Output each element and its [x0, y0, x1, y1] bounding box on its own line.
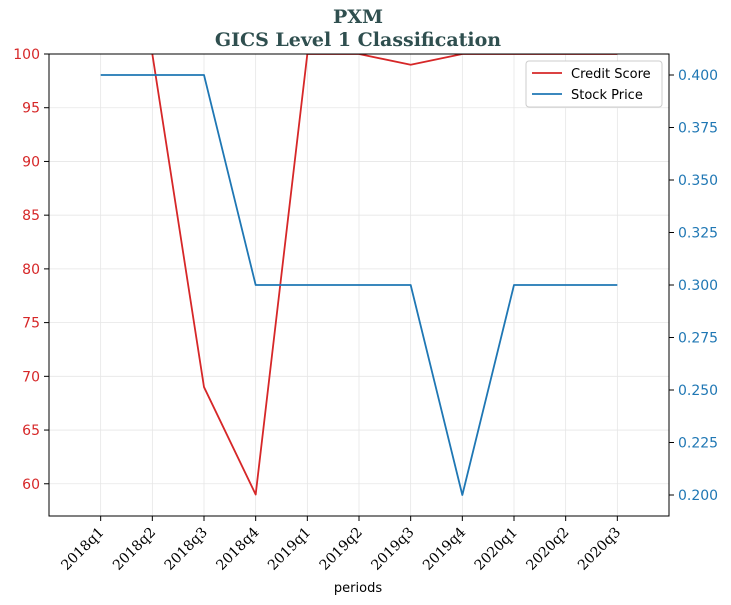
x-tick-label: 2018q3	[162, 525, 211, 574]
y-right-tick-label: 0.400	[678, 68, 718, 84]
x-tick-label: 2020q3	[575, 525, 624, 574]
y-left-tick-label: 75	[22, 316, 40, 332]
y-left-tick-label: 85	[22, 208, 40, 224]
y-right-tick-label: 0.250	[678, 383, 718, 399]
y-left-tick-label: 70	[22, 369, 40, 385]
x-tick-label: 2018q1	[58, 525, 107, 574]
x-tick-label: 2019q2	[317, 525, 366, 574]
x-tick-label: 2020q1	[472, 525, 521, 574]
series-line-credit-score	[150, 54, 618, 496]
y-right-tick-label: 0.275	[678, 331, 718, 347]
x-tick-label: 2020q2	[523, 525, 572, 574]
chart-subtitle: GICS Level 1 Classification	[215, 29, 501, 51]
y-left-tick-label: 90	[22, 154, 40, 170]
x-tick-label: 2019q4	[420, 524, 469, 573]
x-tick-label: 2019q1	[265, 525, 314, 574]
x-axis-label: periods	[334, 581, 382, 596]
y-right-tick-label: 0.225	[678, 436, 718, 452]
ticks: 2018q1 2018q2 2018q3 2018q4 2019q1 2019q2 2019…	[13, 47, 718, 574]
y-right-tick-label: 0.300	[678, 278, 718, 294]
series-line-stock-price	[100, 74, 618, 496]
y-left-tick-label: 95	[22, 101, 40, 117]
y-left-tick-label: 100	[13, 47, 40, 63]
y-left-tick-label: 65	[22, 423, 40, 439]
series-layer	[100, 54, 618, 496]
x-tick-label: 2018q4	[213, 524, 262, 573]
chart-title: PXM	[333, 6, 383, 28]
y-right-tick-label: 0.350	[678, 173, 718, 189]
x-tick-label: 2019q3	[368, 525, 417, 574]
x-tick-label: 2018q2	[110, 525, 159, 574]
legend-label-stock-price: Stock Price	[571, 88, 643, 103]
y-right-tick-label: 0.325	[678, 226, 718, 242]
legend-label-credit-score: Credit Score	[571, 67, 651, 82]
y-right-tick-label: 0.200	[678, 488, 718, 504]
y-right-tick-label: 0.375	[678, 121, 718, 137]
grid	[49, 53, 669, 516]
y-left-tick-label: 60	[22, 477, 40, 493]
y-left-tick-label: 80	[22, 262, 40, 278]
legend: Credit Score Stock Price	[525, 60, 663, 108]
